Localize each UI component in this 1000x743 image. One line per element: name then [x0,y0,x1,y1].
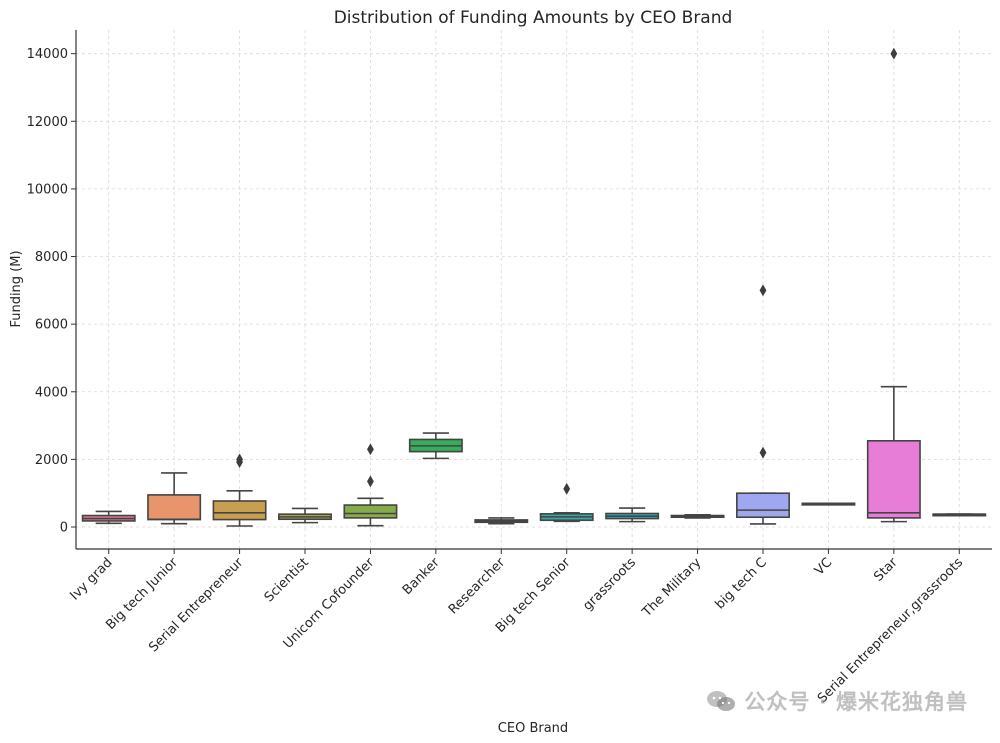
box-group [539,482,594,523]
box-group [801,502,856,506]
box-group [474,517,529,525]
outlier-point [759,284,767,297]
outlier-point [890,47,898,60]
y-tick-label: 14000 [27,47,68,62]
x-axis-label: CEO Brand [498,721,568,736]
box-group [81,510,136,525]
tick-labels: 0 2000 4000 6000 8000 10000 12000 14000 Ivy grad… [27,47,967,706]
y-tick-label: 6000 [35,318,68,333]
box-group [343,443,398,527]
x-tick-label: The Military [639,555,705,621]
watermark: 公众号 · 爆米花独角兽 [706,686,968,716]
y-tick-label: 8000 [35,250,68,265]
outlier-point [366,475,374,488]
y-axis-label: Funding (M) [9,250,24,327]
y-tick-label: 12000 [27,115,68,130]
x-tick-label: Serial Entrepreneur,grassroots [815,555,966,706]
box-group [670,514,725,519]
x-tick-label: Scientist [262,555,312,605]
wechat-icon [706,689,736,713]
x-tick-label: grassroots [580,555,639,614]
box-group [408,432,463,460]
axes [71,30,992,554]
x-tick-label: Researcher [446,555,509,618]
watermark-text: 公众号 · 爆米花独角兽 [744,690,968,714]
outlier-point [236,453,244,466]
boxes [81,47,987,527]
outlier-point [366,443,374,456]
outlier-point [563,482,571,495]
y-tick-label: 0 [60,521,68,536]
x-tick-label: Ivy grad [67,555,115,603]
y-tick-label: 2000 [35,453,68,468]
chart-title: Distribution of Funding Amounts by CEO B… [334,8,733,28]
outlier-point [759,446,767,459]
box-group [605,507,660,523]
x-tick-label: Banker [400,555,443,598]
x-tick-label: big tech C [713,555,770,612]
box [866,440,921,519]
box [343,504,398,519]
box-group [932,513,987,517]
box-group [212,453,267,527]
box-group [147,472,202,525]
box [212,500,267,521]
box [147,494,202,521]
y-tick-label: 10000 [27,182,68,197]
grid-lines [76,30,992,549]
box-group [736,284,790,525]
box [736,492,790,519]
x-tick-label: Star [871,555,901,585]
y-tick-label: 4000 [35,385,68,400]
box-group [278,507,332,524]
x-tick-label: VC [812,555,835,578]
box-group [866,47,921,523]
